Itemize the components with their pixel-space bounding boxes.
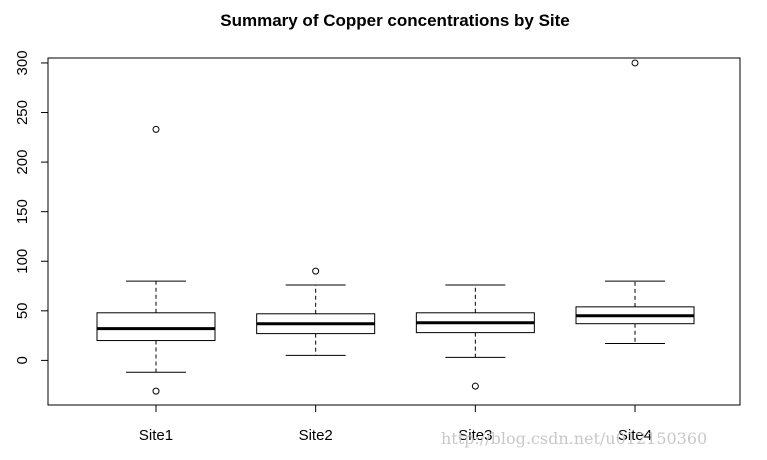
box-site1 [96,125,216,395]
watermark-text: http://blog.csdn.net/u012150360 [441,429,707,448]
y-tick-label: 150 [14,199,31,224]
box-site3 [415,284,535,390]
y-axis-ticks: 0 50 100 150 200 250 300 [14,50,48,365]
outlier-point [312,267,320,275]
y-tick-label: 0 [14,356,31,364]
x-tick-label: Site3 [458,427,492,444]
x-tick-label: Site4 [618,427,652,444]
outlier-point [631,59,639,67]
outlier-point [152,387,160,395]
box-site4 [575,59,695,345]
x-tick-label: Site1 [139,427,173,444]
x-tick-label: Site2 [299,427,333,444]
box-site2 [256,267,376,356]
y-tick-label: 200 [14,150,31,175]
outlier-point [471,382,479,390]
plot-frame [47,57,741,406]
y-tick-label: 300 [14,50,31,75]
y-tick-label: 50 [14,302,31,319]
y-tick-label: 100 [14,249,31,274]
iqr-box [96,312,216,342]
outlier-point [152,125,160,133]
boxes-group [96,59,695,395]
x-axis-ticks: Site1 Site2 Site3 Site4 [139,405,652,444]
y-tick-label: 250 [14,100,31,125]
chart-title: Summary of Copper concentrations by Site [220,11,570,30]
